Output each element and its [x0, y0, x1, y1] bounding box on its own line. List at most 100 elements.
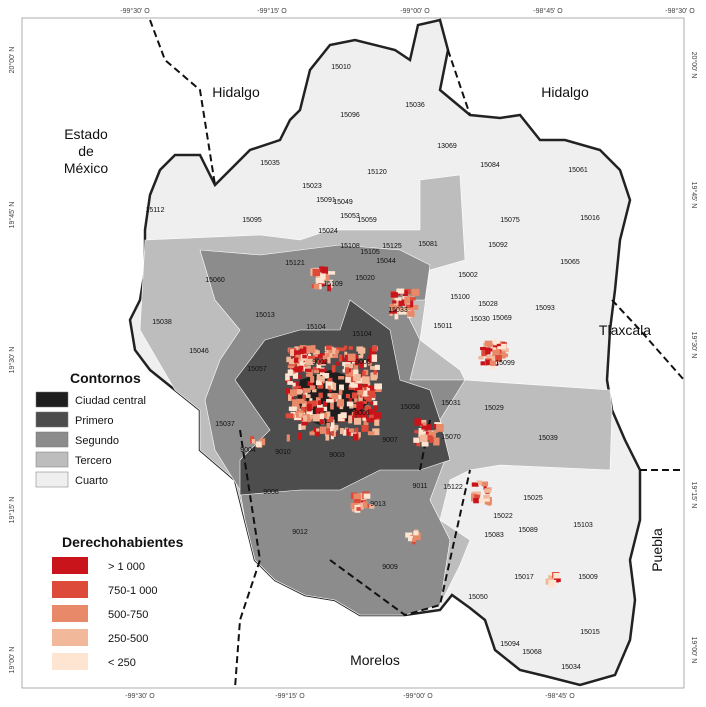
dot — [303, 388, 311, 393]
dot — [412, 532, 421, 540]
legend-swatch — [35, 431, 69, 448]
municipality-code: 15037 — [215, 421, 235, 428]
dot — [369, 504, 375, 509]
dot — [287, 369, 293, 376]
dot — [363, 360, 367, 368]
dot — [485, 360, 490, 366]
dot — [306, 403, 312, 412]
dot — [327, 284, 331, 292]
municipality-code: 13069 — [437, 143, 457, 150]
dot — [292, 399, 300, 408]
dot — [317, 400, 322, 406]
legend-swatch — [35, 391, 69, 408]
dot — [346, 369, 354, 377]
dot — [372, 428, 380, 436]
dot — [486, 355, 493, 361]
municipality-code: 15034 — [561, 664, 581, 671]
municipality-code: 15105 — [360, 249, 380, 256]
dot — [327, 385, 331, 390]
dot — [413, 437, 420, 443]
municipality-code: 15035 — [260, 160, 280, 167]
dot — [342, 429, 347, 436]
municipality-code: 15099 — [495, 360, 515, 367]
dot — [251, 439, 256, 444]
dot — [368, 348, 377, 356]
municipality-code: 15053 — [340, 213, 360, 220]
dot — [492, 346, 496, 350]
dot — [296, 346, 304, 350]
dot — [319, 266, 325, 273]
dot — [413, 530, 419, 536]
dot — [287, 365, 296, 369]
dot — [478, 355, 484, 360]
dot — [294, 346, 299, 354]
dot — [471, 491, 476, 496]
dot — [354, 398, 358, 403]
dot — [287, 381, 293, 385]
legend-swatch — [35, 451, 69, 468]
dot — [433, 424, 438, 429]
dot — [357, 389, 364, 396]
dot — [407, 311, 415, 317]
dot — [363, 504, 372, 508]
dot — [367, 360, 372, 366]
dot — [295, 389, 302, 395]
dot — [303, 346, 307, 354]
dot — [330, 352, 338, 359]
dot — [286, 356, 291, 363]
dot — [405, 304, 411, 309]
dot — [293, 357, 299, 363]
municipality-code: 15039 — [538, 435, 558, 442]
municipality-code: 15020 — [355, 275, 375, 282]
dot — [325, 434, 330, 441]
dot — [326, 398, 334, 403]
dot — [315, 407, 319, 416]
coord-label: 19°00' N — [8, 647, 16, 674]
dot — [292, 372, 299, 379]
dot — [548, 574, 555, 581]
dot — [474, 494, 479, 498]
dot — [369, 413, 375, 420]
municipality-code: 15009 — [578, 574, 598, 581]
dot — [318, 368, 327, 373]
dot — [331, 392, 339, 400]
legend-label: 750-1 000 — [108, 585, 158, 597]
municipality-code: 15089 — [518, 527, 538, 534]
dot — [354, 427, 359, 435]
dot — [306, 373, 310, 377]
dot — [350, 369, 359, 376]
municipality-code: 15091 — [316, 197, 336, 204]
state-label: Hidalgo — [541, 84, 589, 100]
dot — [389, 311, 393, 316]
dot — [358, 395, 363, 403]
dot — [348, 397, 353, 403]
dot — [429, 432, 436, 441]
dot — [483, 494, 490, 499]
legend-swatch — [52, 557, 88, 574]
dot — [319, 426, 327, 434]
municipality-code: 15108 — [340, 243, 360, 250]
dot — [392, 300, 397, 304]
municipality-code: 15025 — [523, 495, 543, 502]
municipality-code: 15028 — [478, 301, 498, 308]
dot — [330, 431, 335, 436]
dot — [390, 292, 398, 298]
municipality-code: 15104 — [352, 331, 372, 338]
dot — [359, 498, 367, 503]
dot — [301, 421, 308, 426]
dot — [320, 406, 328, 412]
dot — [353, 410, 359, 417]
dot — [327, 279, 333, 288]
dot — [553, 578, 561, 582]
municipality-code: 15081 — [418, 241, 438, 248]
dot — [339, 384, 344, 391]
dot — [473, 491, 481, 497]
coord-label: 20°00' N — [690, 52, 698, 79]
dot — [326, 345, 332, 350]
municipality-code: 15050 — [468, 594, 488, 601]
dot — [411, 288, 420, 296]
municipality-code: 9006 — [354, 410, 370, 417]
municipality-code: 15017 — [514, 574, 534, 581]
dot — [548, 579, 557, 588]
dot — [338, 354, 343, 362]
